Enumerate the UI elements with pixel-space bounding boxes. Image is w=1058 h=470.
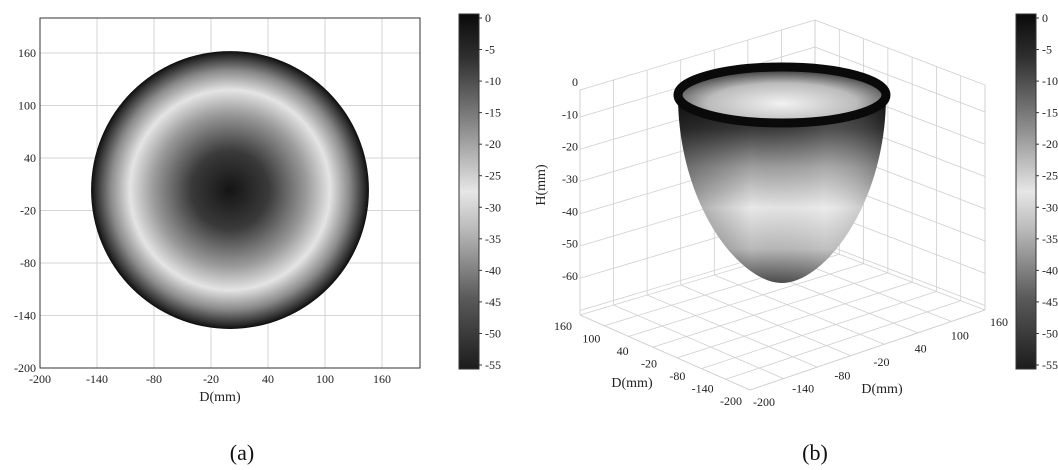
z-tick-label: 0 [572, 75, 578, 89]
colorbar-tick-label: -50 [1042, 326, 1058, 340]
y-tick-label: -80 [669, 369, 685, 383]
colorbar-tick-label: -5 [1042, 43, 1052, 57]
colorbar-tick-label: -20 [1042, 137, 1058, 151]
y-tick-label: 40 [24, 151, 36, 165]
box-edge [814, 19, 986, 86]
panel-a-colorbar [458, 13, 480, 370]
colorbar-tick-label: -10 [1042, 74, 1058, 88]
floor-grid-line [814, 244, 986, 311]
z-tick-label: -60 [562, 269, 578, 283]
colorbar-tick-label: -15 [1042, 106, 1058, 120]
y-tick-label: -20 [641, 357, 657, 371]
floor-grid-line [714, 274, 885, 345]
bowl-inner-surface [678, 67, 886, 123]
paraboloid-depth-disc [91, 51, 369, 329]
y-tick-label: -80 [20, 256, 36, 270]
z-tick-label: -10 [562, 107, 578, 121]
y-tick-label: 160 [18, 46, 36, 60]
colorbar-tick-label: 0 [1042, 11, 1048, 25]
x-tick-label: -20 [874, 355, 890, 369]
x-tick-label: -200 [29, 372, 51, 386]
panel-a-y-ticks: -200 -140 -80 -20 40 100 160 [14, 46, 36, 375]
floor-grid-line [628, 263, 864, 337]
floor-grid-line [677, 281, 913, 359]
panel-b-left-floor-ticks: 160 100 40 -20 -80 -140 -200 [554, 319, 742, 408]
panel-b-z-ticks: 0 -10 -20 -30 -40 -50 -60 [562, 75, 578, 283]
floor-grid-line [680, 284, 851, 357]
x-tick-label: -140 [86, 372, 108, 386]
panel-b-x-axis-label: D(mm) [611, 376, 653, 391]
bowl-shading [678, 95, 886, 283]
floor-grid-line [701, 291, 937, 369]
z-tick-label: -20 [562, 140, 578, 154]
x-tick-label: -80 [834, 368, 850, 382]
y-tick-label: -200 [720, 394, 742, 408]
panel-a-heatmap: -200 -140 -80 -20 40 100 160 -200-140-80-20401… [14, 11, 501, 465]
panel-a-x-ticks: -200 -140 -80 -20 40 100 160 [29, 372, 391, 386]
colorbar-tick-label: -25 [485, 169, 501, 183]
floor-grid-line [613, 304, 784, 379]
colorbar-tick-label: -40 [1042, 263, 1058, 277]
panel-a-colorbar-ticks: 0 -5 -10 -15 -20 -25 -30 -35 -40 -45 -50 -55 [479, 11, 501, 372]
colorbar-tick-label: -35 [485, 232, 501, 246]
x-tick-label: 100 [316, 372, 334, 386]
floor-grid-line [652, 272, 888, 348]
panel-b-right-floor-ticks: -200 -140 -80 -20 40 100 160 [753, 315, 1008, 409]
panel-b-y-axis-label: D(mm) [861, 382, 903, 397]
z-tick-label: -50 [562, 237, 578, 251]
y-tick-label: -200 [14, 361, 36, 375]
panel-b-colorbar-ticks: 0 -5 -10 -15 -20 -25 -30 -35 -40 -45 -50 -55 [1036, 11, 1058, 372]
wall-grid-horizontal [814, 46, 986, 113]
x-tick-label: 40 [915, 342, 927, 356]
x-tick-label: 100 [951, 328, 969, 342]
y-tick-label: -140 [692, 382, 714, 396]
floor-grid-line [646, 294, 818, 368]
box-edge [579, 19, 816, 91]
colorbar-tick-label: -5 [485, 43, 495, 57]
x-tick-label: -80 [146, 372, 162, 386]
colorbar-tick-label: -35 [1042, 232, 1058, 246]
x-tick-label: -140 [792, 382, 814, 396]
panel-b-caption: (b) [802, 440, 828, 465]
y-tick-label: -140 [14, 309, 36, 323]
bowl-rim [673, 62, 891, 128]
panel-a-caption: (a) [230, 440, 254, 465]
x-tick-label: -200 [753, 395, 775, 409]
colorbar-tick-label: -50 [485, 326, 501, 340]
floor-edge [749, 309, 986, 391]
x-tick-label: 160 [990, 315, 1008, 329]
z-tick-label: -30 [562, 172, 578, 186]
y-tick-label: 160 [554, 319, 572, 333]
z-tick-label: -40 [562, 204, 578, 218]
y-tick-label: 100 [18, 99, 36, 113]
colorbar-tick-label: -45 [485, 295, 501, 309]
y-tick-label: 100 [582, 332, 600, 346]
panel-a-axes-frame [39, 17, 421, 369]
panel-b-z-axis-label: H(mm) [534, 164, 549, 206]
panel-b-surface3d: 0-10-20-30-40-50-60 16010040-20-80-140-2… [534, 11, 1058, 465]
colorbar-tick-label: -15 [485, 106, 501, 120]
colorbar-tick-label: -45 [1042, 295, 1058, 309]
colorbar-tick-label: -30 [485, 200, 501, 214]
colorbar-tick-label: -25 [1042, 169, 1058, 183]
floor-edge [579, 314, 751, 391]
colorbar-tick-label: -30 [1042, 200, 1058, 214]
panel-a-x-axis-label: D(mm) [199, 390, 241, 405]
colorbar-tick-label: -55 [1042, 358, 1058, 372]
colorbar-tick-label: -55 [485, 358, 501, 372]
x-tick-label: -20 [203, 372, 219, 386]
floor-grid-line [725, 300, 961, 380]
wall-grid-horizontal [814, 240, 986, 306]
colorbar-tick-label: 0 [485, 11, 491, 25]
colorbar-tick-label: -10 [485, 74, 501, 88]
paraboloid-surface [673, 62, 891, 283]
x-tick-label: 160 [373, 372, 391, 386]
colorbar-tick-label: -20 [485, 137, 501, 151]
y-tick-label: 40 [617, 344, 629, 358]
panel-b-colorbar [1015, 13, 1037, 370]
y-tick-label: -20 [20, 204, 36, 218]
colorbar-tick-label: -40 [485, 263, 501, 277]
x-tick-label: 40 [262, 372, 274, 386]
